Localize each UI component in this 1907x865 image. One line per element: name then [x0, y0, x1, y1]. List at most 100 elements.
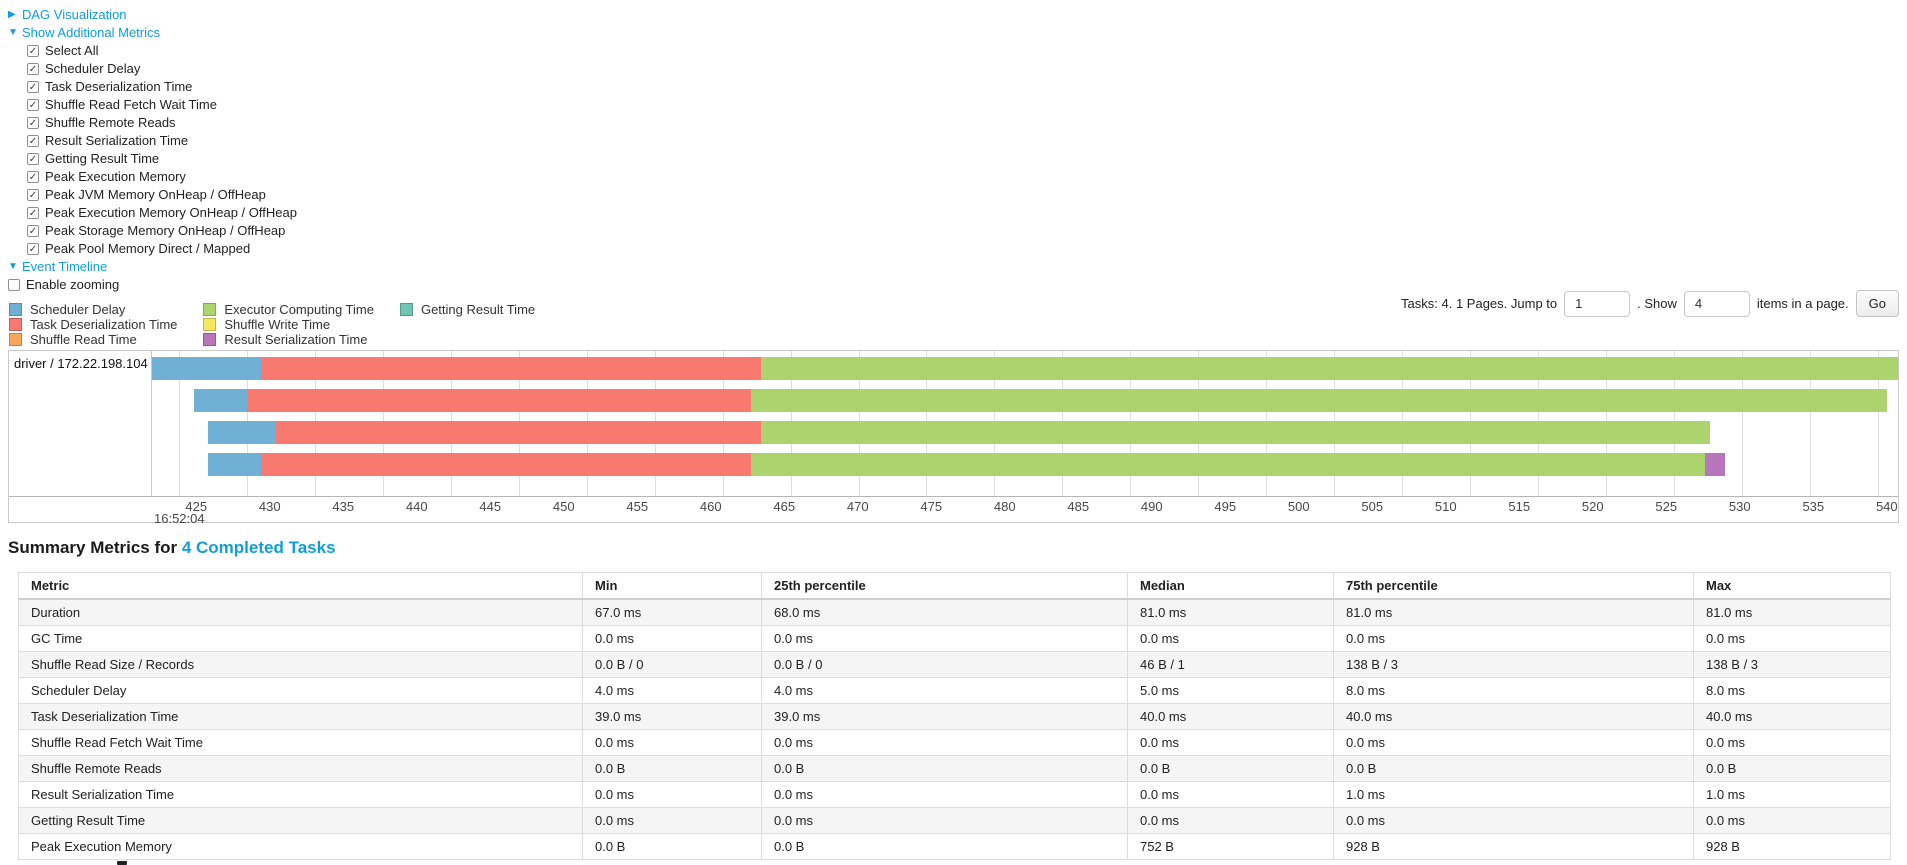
task-timeline-row	[152, 421, 1898, 444]
checkbox-checked-icon[interactable]: ✓	[27, 117, 39, 129]
table-header-cell: Metric	[18, 572, 583, 600]
metric-value-cell: 0.0 B	[582, 755, 762, 782]
metric-checkbox-item[interactable]: ✓ Select All	[27, 42, 297, 60]
checkbox-checked-icon[interactable]: ✓	[27, 243, 39, 255]
metric-value-cell: 0.0 ms	[761, 729, 1128, 756]
metric-checkbox-label: Shuffle Read Fetch Wait Time	[45, 97, 217, 112]
clipped-next-section	[117, 861, 127, 865]
dag-visualization-toggle[interactable]: ▶ DAG Visualization	[8, 6, 297, 24]
metric-checkbox-label: Peak Pool Memory Direct / Mapped	[45, 241, 251, 256]
completed-tasks-link[interactable]: 4 Completed Tasks	[181, 538, 336, 557]
tasks-count-text: Tasks: 4. 1 Pages. Jump to	[1401, 296, 1558, 311]
checkbox-checked-icon[interactable]: ✓	[27, 99, 39, 111]
checkbox-checked-icon[interactable]: ✓	[27, 189, 39, 201]
legend-swatch-icon	[9, 303, 22, 316]
checkbox-checked-icon[interactable]: ✓	[27, 153, 39, 165]
checkbox-checked-icon[interactable]: ✓	[27, 225, 39, 237]
axis-tick-label: 475	[920, 499, 943, 514]
table-row: Peak Execution Memory 0.0 B 0.0 B 752 B 928 …	[18, 833, 1891, 860]
checkbox-checked-icon[interactable]: ✓	[27, 81, 39, 93]
metric-checkbox-item[interactable]: ✓ Peak Execution Memory OnHeap / OffHeap	[27, 204, 297, 222]
axis-tick-label: 425	[185, 499, 208, 514]
metric-value-cell: 39.0 ms	[582, 703, 762, 730]
metric-value-cell: 0.0 ms	[1333, 729, 1694, 756]
metric-value-cell: 0.0 ms	[1127, 729, 1334, 756]
checkbox-checked-icon[interactable]: ✓	[27, 171, 39, 183]
metric-checkbox-item[interactable]: ✓ Shuffle Remote Reads	[27, 114, 297, 132]
timeline-plot	[152, 351, 1898, 496]
task-bar-segment-executor_computing	[760, 421, 1711, 444]
table-header-cell: Median	[1127, 572, 1334, 600]
dag-visualization-link[interactable]: DAG Visualization	[22, 7, 127, 22]
legend-item: Getting Result Time	[399, 302, 535, 317]
checkbox-checked-icon[interactable]: ✓	[27, 45, 39, 57]
axis-tick-label: 445	[479, 499, 502, 514]
expanded-arrow-icon: ▼	[8, 261, 18, 272]
executor-label: driver / 172.22.198.104	[14, 356, 148, 371]
legend-label: Shuffle Write Time	[224, 317, 331, 332]
items-per-page-label: items in a page.	[1756, 296, 1849, 311]
event-timeline-link[interactable]: Event Timeline	[22, 259, 108, 274]
axis-tick-label: 460	[699, 499, 722, 514]
metric-checkbox-label: Select All	[45, 43, 99, 58]
metric-value-cell: 5.0 ms	[1127, 677, 1334, 704]
metric-checkbox-item[interactable]: ✓ Peak Execution Memory	[27, 168, 297, 186]
metric-checkbox-item[interactable]: ✓ Peak Pool Memory Direct / Mapped	[27, 240, 297, 258]
axis-tick-label: 470	[846, 499, 869, 514]
metric-checkbox-item[interactable]: ✓ Peak JVM Memory OnHeap / OffHeap	[27, 186, 297, 204]
metric-name-cell: Scheduler Delay	[18, 677, 583, 704]
metric-value-cell: 0.0 B	[1127, 755, 1334, 782]
metric-checkbox-item[interactable]: ✓ Scheduler Delay	[27, 60, 297, 78]
legend-column: Executor Computing Time Shuffle Write Tim…	[203, 302, 374, 347]
metric-value-cell: 0.0 ms	[582, 625, 762, 652]
jump-to-page-input[interactable]	[1564, 290, 1631, 317]
timeline-axis: 16:52:04 425 430 435 440 445 450 455 460 465 470 4…	[9, 496, 1898, 523]
checkbox-checked-icon[interactable]: ✓	[27, 135, 39, 147]
axis-tick-label: 465	[773, 499, 796, 514]
metric-value-cell: 0.0 ms	[1693, 729, 1891, 756]
axis-tick-label: 515	[1508, 499, 1531, 514]
axis-tick-label: 435	[332, 499, 355, 514]
show-additional-metrics-link[interactable]: Show Additional Metrics	[22, 25, 161, 40]
metrics-checkbox-list: ✓ Select All ✓ Scheduler Delay ✓ Task Deseria…	[27, 42, 297, 258]
metric-name-cell: Shuffle Remote Reads	[18, 755, 583, 782]
metric-value-cell: 46 B / 1	[1127, 651, 1334, 678]
task-bar-segment-scheduler_delay	[207, 421, 276, 444]
task-timeline-row	[152, 453, 1898, 476]
metric-value-cell: 0.0 ms	[761, 781, 1128, 808]
metric-checkbox-label: Peak Execution Memory OnHeap / OffHeap	[45, 205, 297, 220]
metric-checkbox-item[interactable]: ✓ Shuffle Read Fetch Wait Time	[27, 96, 297, 114]
task-bar-segment-executor_computing	[751, 389, 1888, 412]
enable-zooming-option[interactable]: Enable zooming	[8, 276, 297, 294]
event-timeline-toggle[interactable]: ▼ Event Timeline	[8, 258, 297, 276]
legend-item: Result Serialization Time	[203, 332, 374, 347]
axis-gridline	[1809, 351, 1811, 496]
legend-swatch-icon	[9, 333, 22, 346]
metric-name-cell: Peak Execution Memory	[18, 833, 583, 860]
task-bar-segment-result_serialization	[1705, 453, 1726, 476]
metric-value-cell: 0.0 ms	[1127, 807, 1334, 834]
metric-checkbox-item[interactable]: ✓ Result Serialization Time	[27, 132, 297, 150]
table-row: Shuffle Read Size / Records 0.0 B / 0 0.0 …	[18, 651, 1891, 678]
table-body: Duration 67.0 ms 68.0 ms 81.0 ms 81.0 ms 81.0…	[18, 598, 1891, 860]
metric-value-cell: 0.0 B	[1693, 755, 1891, 782]
show-additional-metrics-toggle[interactable]: ▼ Show Additional Metrics	[8, 24, 297, 42]
checkbox-checked-icon[interactable]: ✓	[27, 207, 39, 219]
metric-checkbox-item[interactable]: ✓ Task Deserialization Time	[27, 78, 297, 96]
collapsed-arrow-icon: ▶	[8, 9, 16, 20]
enable-zooming-label: Enable zooming	[26, 277, 120, 292]
legend-swatch-icon	[203, 333, 217, 346]
metric-checkbox-label: Task Deserialization Time	[45, 79, 193, 94]
items-per-page-input[interactable]	[1683, 290, 1750, 317]
metric-checkbox-label: Peak JVM Memory OnHeap / OffHeap	[45, 187, 266, 202]
metric-value-cell: 8.0 ms	[1333, 677, 1694, 704]
metric-value-cell: 752 B	[1127, 833, 1334, 860]
axis-tick-label: 440	[405, 499, 428, 514]
checkbox-unchecked-icon[interactable]	[8, 279, 20, 291]
legend-item: Scheduler Delay	[9, 302, 177, 317]
metric-checkbox-item[interactable]: ✓ Getting Result Time	[27, 150, 297, 168]
go-button[interactable]: Go	[1855, 290, 1899, 317]
metric-checkbox-item[interactable]: ✓ Peak Storage Memory OnHeap / OffHeap	[27, 222, 297, 240]
checkbox-checked-icon[interactable]: ✓	[27, 63, 39, 75]
